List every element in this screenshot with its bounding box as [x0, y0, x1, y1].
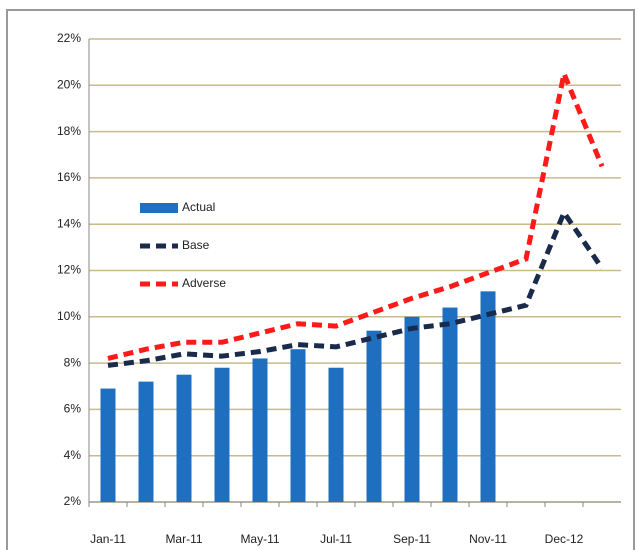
legend-label: Base — [182, 238, 210, 252]
line — [107, 65, 605, 361]
bar — [328, 367, 344, 502]
x-tick-label: May-11 — [240, 532, 279, 546]
y-tick-label: 2% — [64, 494, 82, 508]
bar — [442, 307, 458, 502]
bar — [290, 349, 306, 502]
bar — [480, 291, 496, 502]
y-tick-label: 4% — [64, 448, 82, 462]
x-tick-label: Mar-11 — [165, 532, 202, 546]
x-tick-label: Dec-12 — [545, 532, 584, 546]
line — [107, 207, 605, 368]
legend-label: Actual — [182, 200, 215, 214]
bar — [366, 330, 382, 502]
y-tick-label: 12% — [57, 263, 81, 277]
legend-swatch — [140, 203, 178, 213]
bar — [176, 374, 192, 502]
x-tick-label: Jul-11 — [320, 532, 352, 546]
y-tick-label: 10% — [57, 309, 81, 323]
x-tick-label: Jan-11 — [90, 532, 126, 546]
y-tick-label: 16% — [57, 170, 81, 184]
x-tick-label: Sep-11 — [393, 532, 431, 546]
bar — [100, 388, 116, 502]
bar — [138, 381, 154, 502]
y-tick-label: 8% — [64, 355, 82, 369]
y-tick-label: 14% — [57, 216, 81, 230]
bar — [404, 316, 420, 502]
bar — [252, 358, 268, 502]
y-tick-label: 6% — [64, 402, 82, 416]
x-tick-label: Nov-11 — [469, 532, 507, 546]
legend-label: Adverse — [182, 276, 226, 290]
y-tick-label: 18% — [57, 124, 81, 138]
bar — [214, 367, 230, 502]
y-tick-label: 20% — [57, 77, 81, 91]
y-tick-label: 22% — [57, 31, 81, 45]
